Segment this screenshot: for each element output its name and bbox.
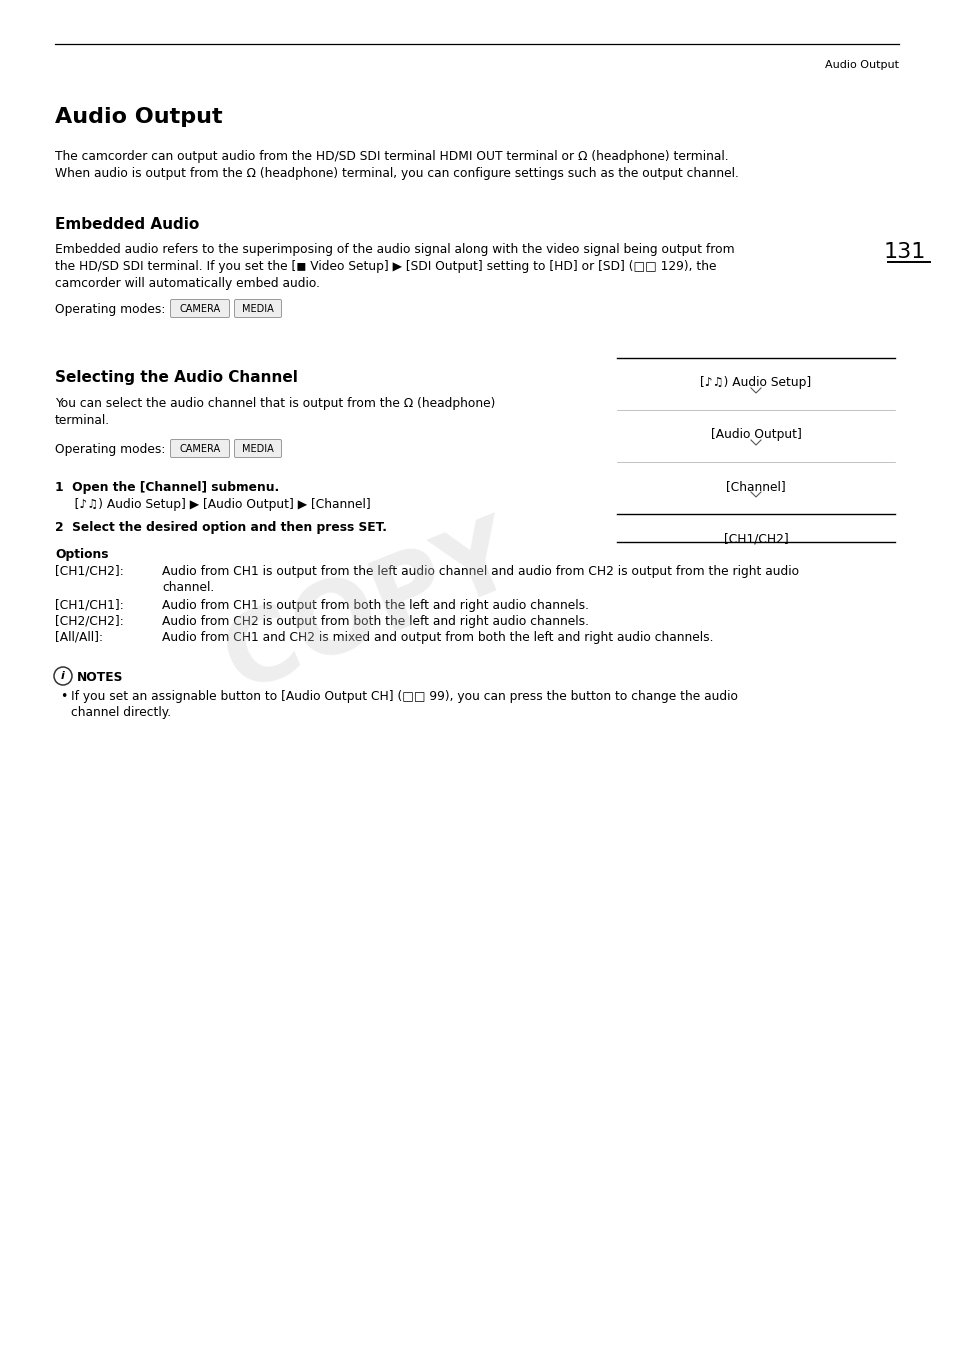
Text: NOTES: NOTES (77, 671, 123, 683)
FancyBboxPatch shape (171, 299, 230, 318)
Text: [Channel]: [Channel] (725, 480, 785, 493)
Text: [CH1/CH2]: [CH1/CH2] (723, 532, 787, 545)
Text: [CH1/CH2]:: [CH1/CH2]: (55, 565, 124, 578)
Text: Selecting the Audio Channel: Selecting the Audio Channel (55, 369, 297, 386)
Text: MEDIA: MEDIA (242, 443, 274, 453)
Text: When audio is output from the Ω (headphone) terminal, you can configure settings: When audio is output from the Ω (headpho… (55, 167, 739, 181)
Text: The camcorder can output audio from the HD/SD SDI terminal HDMI OUT terminal or : The camcorder can output audio from the … (55, 150, 728, 163)
Text: Operating modes:: Operating modes: (55, 303, 165, 315)
Text: [All/All]:: [All/All]: (55, 631, 103, 644)
Text: terminal.: terminal. (55, 414, 110, 427)
Text: 1  Open the [Channel] submenu.: 1 Open the [Channel] submenu. (55, 481, 279, 493)
Text: [Audio Output]: [Audio Output] (710, 429, 801, 441)
Text: Operating modes:: Operating modes: (55, 443, 165, 456)
Text: 131: 131 (882, 243, 925, 262)
Text: channel.: channel. (162, 581, 214, 594)
Text: CAMERA: CAMERA (179, 303, 220, 314)
Text: Audio Output: Audio Output (824, 61, 898, 70)
Text: CAMERA: CAMERA (179, 443, 220, 453)
FancyBboxPatch shape (234, 299, 281, 318)
Text: Embedded Audio: Embedded Audio (55, 217, 199, 232)
Text: the HD/SD SDI terminal. If you set the [◼ Video Setup] ▶ [SDI Output] setting to: the HD/SD SDI terminal. If you set the [… (55, 260, 716, 274)
Text: i: i (61, 671, 65, 681)
Text: Audio from CH1 and CH2 is mixed and output from both the left and right audio ch: Audio from CH1 and CH2 is mixed and outp… (162, 631, 713, 644)
Text: •: • (60, 690, 68, 704)
Text: 2  Select the desired option and then press SET.: 2 Select the desired option and then pre… (55, 520, 387, 534)
Text: Audio from CH1 is output from both the left and right audio channels.: Audio from CH1 is output from both the l… (162, 599, 588, 612)
Text: channel directly.: channel directly. (71, 706, 171, 718)
Text: [♪♫) Audio Setup]: [♪♫) Audio Setup] (700, 376, 811, 390)
Text: Options: Options (55, 549, 109, 561)
Text: Audio Output: Audio Output (55, 106, 222, 127)
Text: Audio from CH2 is output from both the left and right audio channels.: Audio from CH2 is output from both the l… (162, 615, 588, 628)
Text: If you set an assignable button to [Audio Output CH] (□□ 99), you can press the : If you set an assignable button to [Audi… (71, 690, 738, 704)
Text: MEDIA: MEDIA (242, 303, 274, 314)
Text: [CH1/CH1]:: [CH1/CH1]: (55, 599, 124, 612)
Text: Embedded audio refers to the superimposing of the audio signal along with the vi: Embedded audio refers to the superimposi… (55, 243, 734, 256)
FancyBboxPatch shape (234, 439, 281, 457)
Text: camcorder will automatically embed audio.: camcorder will automatically embed audio… (55, 276, 319, 290)
Text: You can select the audio channel that is output from the Ω (headphone): You can select the audio channel that is… (55, 398, 495, 410)
FancyBboxPatch shape (171, 439, 230, 457)
Text: [♪♫) Audio Setup] ▶ [Audio Output] ▶ [Channel]: [♪♫) Audio Setup] ▶ [Audio Output] ▶ [Ch… (63, 497, 371, 511)
Text: [CH2/CH2]:: [CH2/CH2]: (55, 615, 124, 628)
Text: Audio from CH1 is output from the left audio channel and audio from CH2 is outpu: Audio from CH1 is output from the left a… (162, 565, 799, 578)
Text: COPY: COPY (211, 508, 529, 712)
